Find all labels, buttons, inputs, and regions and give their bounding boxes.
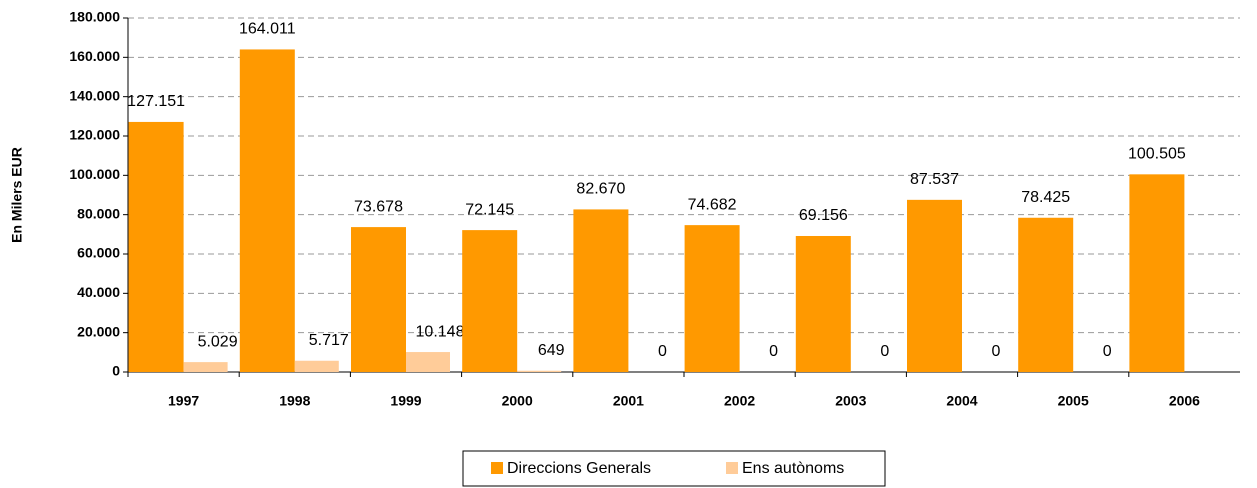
y-tick-label: 100.000: [69, 166, 120, 182]
y-tick-label: 80.000: [77, 205, 120, 221]
value-label: 164.011: [239, 21, 296, 38]
bar: [1129, 174, 1185, 372]
bar: [239, 49, 295, 372]
y-tick-label: 20.000: [77, 323, 120, 339]
value-label: 72.145: [465, 201, 514, 218]
bar: [128, 121, 184, 372]
legend-label: Ens autònoms: [742, 460, 844, 477]
value-label: 78.425: [1021, 189, 1070, 206]
x-tick-label: 2006: [1169, 393, 1200, 409]
y-tick-label: 140.000: [69, 87, 120, 103]
legend-swatch: [491, 462, 503, 474]
value-label: 87.537: [910, 171, 959, 188]
value-label: 74.682: [688, 196, 737, 213]
bar: [406, 352, 450, 372]
bar: [294, 360, 339, 372]
y-axis-title: En Milers EUR: [9, 147, 25, 243]
y-tick-label: 180.000: [69, 9, 120, 25]
value-label: 0: [769, 343, 778, 360]
y-tick-label: 160.000: [69, 48, 120, 64]
value-label: 69.156: [799, 207, 848, 224]
x-tick-label: 1997: [168, 393, 199, 409]
x-tick-label: 1998: [279, 393, 310, 409]
y-tick-label: 40.000: [77, 284, 120, 300]
bar: [907, 199, 962, 372]
value-label: 10.148: [416, 323, 465, 340]
bar: [351, 227, 406, 372]
value-label: 0: [658, 343, 667, 360]
value-label: 0: [1103, 343, 1112, 360]
x-tick-label: 2000: [502, 393, 533, 409]
bar: [573, 209, 629, 372]
bar: [462, 230, 518, 372]
x-tick-label: 2003: [835, 393, 866, 409]
value-label: 82.670: [576, 181, 625, 198]
y-tick-label: 0: [112, 363, 120, 379]
legend-label: Direccions Generals: [507, 460, 651, 477]
value-label: 73.678: [354, 198, 403, 215]
value-label: 5.717: [309, 332, 349, 349]
x-tick-label: 2005: [1058, 393, 1089, 409]
value-label: 0: [992, 343, 1001, 360]
bar: [183, 362, 228, 372]
value-label: 127.151: [127, 93, 185, 110]
bar: [1018, 217, 1074, 372]
value-label: 5.029: [198, 333, 238, 350]
value-label: 649: [538, 342, 565, 359]
bar: [795, 235, 851, 372]
legend-box: [462, 450, 886, 487]
value-label: 100.505: [1128, 146, 1186, 163]
y-tick-label: 120.000: [69, 127, 120, 143]
x-tick-label: 2002: [724, 393, 755, 409]
x-tick-label: 2004: [946, 393, 977, 409]
value-label: 0: [880, 343, 889, 360]
x-tick-label: 2001: [613, 393, 644, 409]
bar: [517, 370, 562, 372]
x-tick-label: 1999: [390, 393, 421, 409]
y-tick-label: 60.000: [77, 245, 120, 261]
legend-swatch: [726, 462, 738, 474]
bar: [684, 225, 740, 372]
